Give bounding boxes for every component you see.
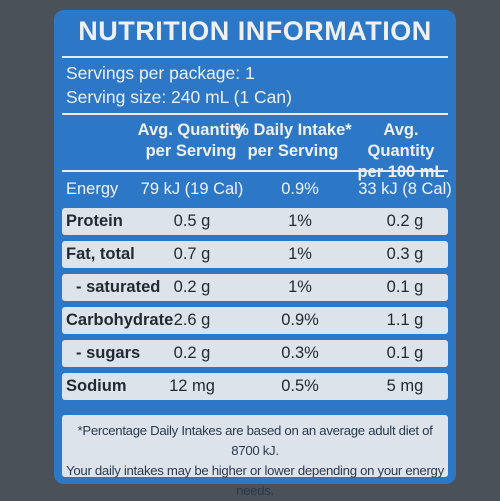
table-row: Sodium 12 mg 0.5% 5 mg [62,373,448,400]
divider [62,170,448,172]
table-row: Fat, total 0.7 g 1% 0.3 g [62,241,448,268]
table-row: - saturated 0.2 g 1% 0.1 g [62,274,448,301]
table-row: - sugars 0.2 g 0.3% 0.1 g [62,340,448,367]
label-title: NUTRITION INFORMATION [78,16,432,46]
table-row: Energy 79 kJ (19 Cal) 0.9% 33 kJ (8 Cal) [66,180,452,198]
divider [62,56,448,58]
servings-per-package: Servings per package: 1 [66,63,255,83]
serving-size: Serving size: 240 mL (1 Can) [66,87,292,107]
column-header-daily-intake: % Daily Intake* per Serving [234,121,352,160]
footnote-line: Your daily intakes may be higher or lowe… [66,463,444,498]
divider [62,113,448,115]
column-header-per-serving: Avg. Quantity per Serving [137,121,245,160]
column-header-per-100ml: Avg. Quantity per 100 mL [357,121,445,181]
table-row: Protein 0.5 g 1% 0.2 g [62,208,448,235]
table-row: Carbohydrate 2.6 g 0.9% 1.1 g [62,307,448,334]
nutrition-label: NUTRITION INFORMATION Servings per packa… [54,10,456,498]
footnote: *Percentage Daily Intakes are based on a… [62,415,448,498]
footnote-line: *Percentage Daily Intakes are based on a… [77,423,433,458]
